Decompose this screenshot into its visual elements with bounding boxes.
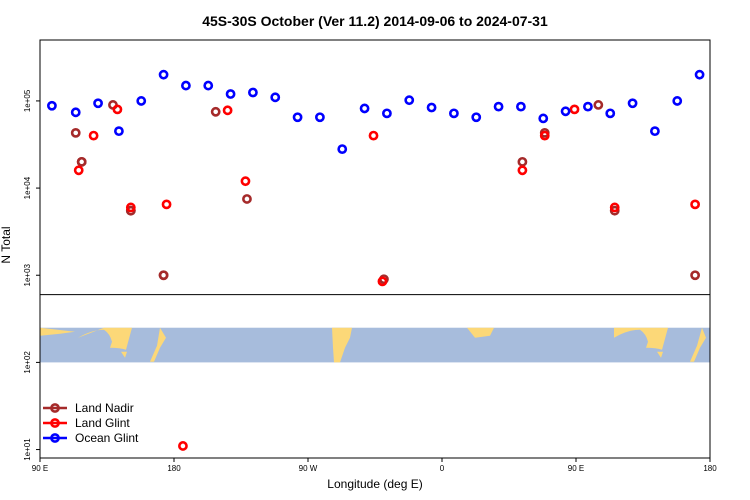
land-glint-point [569,104,580,115]
ocean-area [40,327,710,363]
x-tick-label: 90 E [32,464,48,473]
ocean-glint-point [426,102,437,113]
land-glint-point [377,276,388,287]
land-area [121,351,127,358]
plot-frame [39,39,711,459]
legend-marker-land-nadir [50,403,60,413]
y-tick-label: 1e+04 [23,176,32,199]
ocean-glint-point [359,103,370,114]
land-nadir-point [690,270,701,281]
y-tick-label: 1e+02 [23,351,32,374]
land-glint-point [73,165,84,176]
ocean-glint-point [382,108,392,119]
ocean-glint-point [270,92,281,103]
land-area [657,351,663,358]
x-tick-label: 180 [703,464,717,473]
land-nadir-point [517,156,528,167]
chart-title: 45S-30S October (Ver 11.2) 2014-09-06 to… [202,13,548,29]
land-area [467,327,494,338]
ocean-glint-point [248,87,258,98]
ocean-glint-point [605,108,616,119]
land-glint-point [88,130,99,141]
ocean-glint-point [449,108,459,119]
ocean-glint-point [315,112,325,123]
ocean-glint-point [93,98,103,109]
ocean-glint-point [650,126,660,137]
ocean-glint-point [136,96,147,106]
land-area [150,327,166,362]
land-glint-point [539,130,550,141]
land-nadir-point [210,106,221,117]
ocean-glint-point [404,95,415,106]
x-tick-label: 90 W [299,464,318,473]
x-axis: 90 E 180 90 W 0 90 E 180 [32,458,717,473]
legend-label-ocean-glint: Ocean Glint [75,431,139,445]
land-glint-point [222,105,233,116]
world-map-band [40,327,710,363]
x-tick-label: 0 [440,464,445,473]
ocean-glint-point [516,101,526,112]
x-axis-label: Longitude (deg E) [327,477,422,491]
ocean-glint-point [70,107,81,118]
legend-marker-land-glint [50,418,60,428]
x-tick-label: 90 E [568,464,584,473]
ocean-glint-point [583,101,593,112]
y-tick-label: 1e+01 [23,438,32,461]
land-nadir-point [76,156,87,167]
land-area [614,327,668,350]
ocean-glint-point [627,98,638,109]
x-tick-label: 180 [167,464,181,473]
ocean-glint-point [560,106,571,117]
land-glint-point [125,202,136,213]
ocean-glint-point [181,80,191,91]
legend-marker-ocean-glint [50,433,60,443]
ocean-glint-point [471,112,482,123]
ocean-glint-point [225,89,236,99]
ocean-glint-point [203,80,214,91]
ocean-glint-point [672,96,683,106]
y-axis: 1e+01 1e+02 1e+03 1e+04 1e+05 [23,89,40,461]
land-glint-point [609,202,620,213]
ocean-glint-point [114,126,124,137]
land-glint-point [240,176,251,187]
ocean-glint-point [337,144,348,155]
land-glint-point [112,104,123,115]
land-area [40,327,75,336]
land-glint-point [178,441,188,451]
land-glint-point [161,199,172,210]
land-nadir-point [242,194,252,204]
y-tick-label: 1e+03 [23,263,32,286]
ocean-glint-point [158,69,169,80]
ocean-glint-point [292,112,303,123]
y-tick-label: 1e+05 [23,89,32,112]
legend-label-land-nadir: Land Nadir [75,401,134,415]
land-area [690,327,706,362]
land-nadir-point [593,100,604,110]
land-nadir-point [70,127,81,138]
y-axis-label: N Total [0,226,13,263]
ocean-glint-point [538,113,549,124]
land-nadir-point [158,270,169,281]
land-glint-point [368,130,379,141]
land-glint-point [690,199,701,210]
land-area [78,327,132,350]
legend-label-land-glint: Land Glint [75,416,130,430]
land-glint-point [517,165,528,176]
ocean-glint-point [493,101,504,112]
ocean-glint-point [47,100,57,111]
data-points [47,69,705,451]
ocean-glint-point [694,69,705,80]
land-area [332,327,352,363]
